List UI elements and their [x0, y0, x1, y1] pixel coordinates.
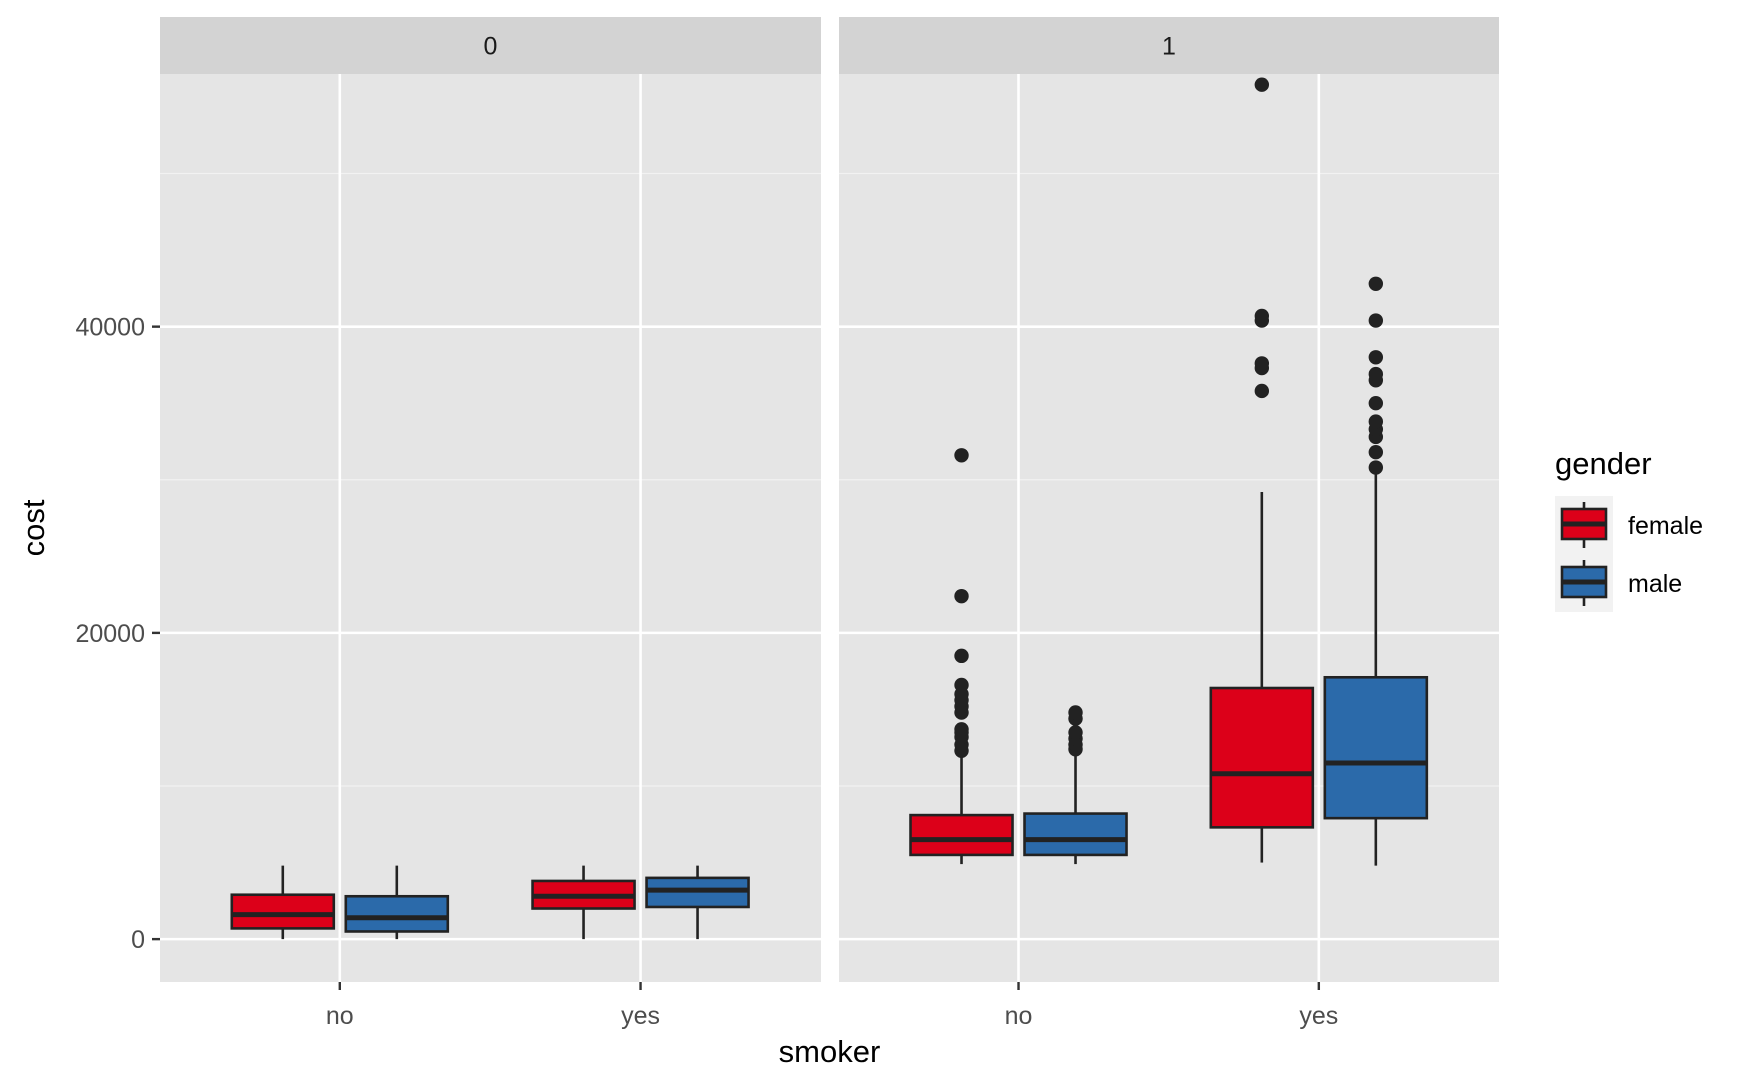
- outlier-point: [954, 677, 969, 693]
- outlier-point: [1368, 350, 1384, 365]
- boxplot-no-male: [1023, 705, 1128, 865]
- legend-item-male: male: [1555, 554, 1682, 612]
- y-tick-label: 0: [131, 926, 145, 954]
- y-tick-label: 20000: [75, 620, 145, 648]
- outlier-point: [954, 588, 969, 604]
- boxplot-yes-female: [1209, 77, 1315, 863]
- boxplot-yes-male: [1323, 276, 1429, 866]
- panel-background: [160, 74, 821, 982]
- y-axis: 0 20000 40000: [75, 314, 160, 954]
- outlier-point: [1254, 308, 1270, 324]
- outlier-point: [954, 722, 969, 737]
- outlier-point: [954, 648, 969, 664]
- outlier-point: [1254, 383, 1270, 399]
- boxplot-yes-female: [531, 865, 636, 940]
- outlier-point: [1254, 356, 1270, 371]
- facet-panel-0: 0 no yes: [160, 17, 821, 1030]
- outlier-point: [1368, 276, 1384, 291]
- outlier-point: [1068, 705, 1083, 720]
- x-axis-title: smoker: [779, 1034, 881, 1069]
- facet-panel-1: 1 no yes: [839, 17, 1499, 1030]
- outlier-point: [1368, 445, 1384, 460]
- boxplot-yes-male: [645, 865, 750, 940]
- outlier-point: [1368, 414, 1384, 429]
- outlier-point: [954, 448, 969, 463]
- outlier-point: [1368, 366, 1384, 382]
- y-axis-title: cost: [16, 499, 51, 556]
- facet-strip-label: 1: [1162, 33, 1176, 61]
- legend-label: male: [1628, 570, 1682, 598]
- outlier-point: [1368, 396, 1384, 411]
- box-iqr: [344, 894, 450, 933]
- boxplot-no-male: [344, 865, 450, 940]
- outlier-point: [1068, 725, 1083, 740]
- outlier-point: [1368, 313, 1384, 328]
- box-iqr: [230, 893, 336, 930]
- box-iqr: [909, 813, 1014, 857]
- box-iqr: [1323, 675, 1429, 820]
- legend-label: female: [1628, 512, 1703, 540]
- box-iqr: [1209, 686, 1315, 829]
- x-tick-label: yes: [621, 1002, 660, 1030]
- x-tick-label: yes: [1299, 1002, 1338, 1030]
- x-tick-label: no: [1005, 1002, 1033, 1030]
- facet-strip: [839, 17, 1499, 74]
- outlier-point: [1254, 77, 1270, 92]
- box-iqr: [1023, 812, 1128, 857]
- boxplot-no-female: [230, 865, 336, 940]
- y-tick-label: 40000: [75, 314, 145, 342]
- legend-title: gender: [1555, 446, 1652, 481]
- legend-item-female: female: [1555, 496, 1703, 554]
- outlier-point: [1368, 460, 1384, 475]
- x-tick-label: no: [326, 1002, 354, 1030]
- facet-strip: [160, 17, 821, 74]
- legend: gender female male: [1555, 446, 1703, 612]
- facet-strip-label: 0: [484, 33, 498, 61]
- boxplot-no-female: [909, 448, 1014, 865]
